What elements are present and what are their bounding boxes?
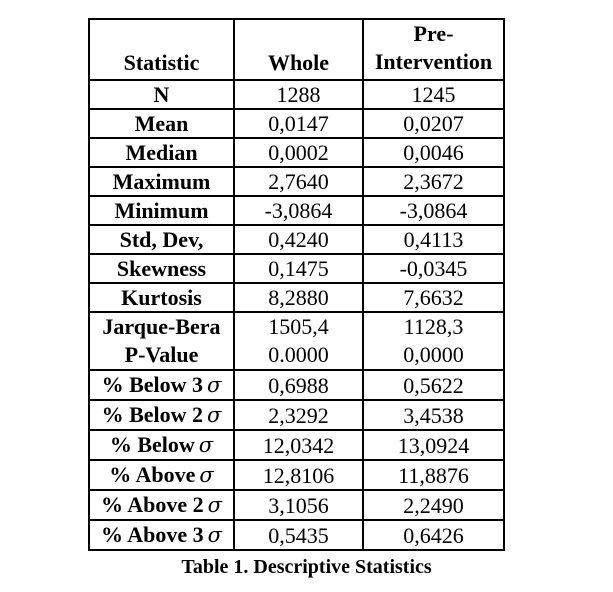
p-value-pre: 0,0000 (403, 342, 464, 367)
cell-pre: -0,0345 (362, 253, 505, 284)
jarque-bera-whole: 1505,4 (268, 314, 329, 339)
row-label-text: % Above 2 (100, 492, 204, 517)
cell-pre: 13,0924 (362, 429, 505, 461)
cell-pre: 0,0046 (362, 137, 505, 168)
row-label: Mean (88, 108, 235, 139)
table-row-pct-above-sigma: % Above σ 12,8106 11,8876 (88, 459, 505, 491)
cell-pre: 0,6426 (362, 519, 505, 551)
cell-whole: 0,6988 (233, 369, 364, 401)
table-row-kurtosis: Kurtosis 8,2880 7,6632 (88, 282, 505, 313)
cell-pre: 7,6632 (362, 282, 505, 313)
sigma-symbol: σ (199, 463, 214, 487)
cell-pre: 0,0207 (362, 108, 505, 139)
cell-whole: 2,7640 (233, 166, 364, 197)
table-row-maximum: Maximum 2,7640 2,3672 (88, 166, 505, 197)
row-label: Minimum (88, 195, 235, 226)
cell-pre: -3,0864 (362, 195, 505, 226)
jarque-bera-label: Jarque-Bera (102, 314, 221, 339)
cell-whole: -3,0864 (233, 195, 364, 226)
row-label-text: % Above (109, 462, 196, 487)
table-caption: Table 1. Descriptive Statistics (181, 556, 432, 578)
table-row-mean: Mean 0,0147 0,0207 (88, 108, 505, 139)
cell-whole: 12,0342 (233, 429, 364, 461)
header-statistic-label: Statistic (123, 50, 200, 75)
cell-pre: 2,3672 (362, 166, 505, 197)
p-value-whole: 0.0000 (268, 342, 329, 367)
row-label: % Below σ (88, 429, 235, 461)
header-pre-line2: Intervention (374, 49, 493, 74)
sigma-symbol: σ (207, 373, 222, 397)
row-label: Median (88, 137, 235, 168)
cell-pre: 2,2490 (362, 489, 505, 521)
sigma-symbol: σ (207, 493, 223, 517)
header-statistic: Statistic (88, 18, 235, 81)
cell-pre: 1245 (362, 79, 505, 110)
header-pre-line1: Pre- (413, 21, 454, 46)
table-row-n: N 1288 1245 (88, 79, 505, 110)
row-label: Std, Dev, (88, 224, 235, 255)
cell-whole: 0,1475 (233, 253, 364, 284)
table-row-skewness: Skewness 0,1475 -0,0345 (88, 253, 505, 284)
cell-whole: 12,8106 (233, 459, 364, 491)
header-whole: Whole (233, 18, 364, 81)
sigma-symbol: σ (207, 403, 222, 427)
row-label-text: % Below 3 (101, 372, 204, 397)
jarque-bera-pre: 1128,3 (403, 314, 464, 339)
cell-pre: 0,4113 (362, 224, 505, 255)
cell-whole: 0,0147 (233, 108, 364, 139)
cell-pre: 11,8876 (362, 459, 505, 491)
table-row-jarque-bera-pvalue: Jarque-Bera P-Value 1505,4 0.0000 1128,3… (88, 311, 505, 371)
cell-whole: 0,0002 (233, 137, 364, 168)
cell-pre: 1128,3 0,0000 (362, 311, 505, 371)
row-label: Skewness (88, 253, 235, 284)
cell-pre: 0,5622 (362, 369, 505, 401)
sigma-symbol: σ (207, 523, 223, 547)
row-label-text: % Below 2 (101, 402, 204, 427)
descriptive-statistics-table: Statistic Whole Pre- Intervention N 1288… (88, 18, 505, 551)
cell-whole: 1288 (233, 79, 364, 110)
row-label-text: % Above 3 (100, 522, 204, 547)
cell-whole: 2,3292 (233, 399, 364, 431)
row-label: % Above σ (88, 459, 235, 491)
sigma-symbol: σ (198, 433, 214, 457)
row-label: N (88, 79, 235, 110)
table-row-median: Median 0,0002 0,0046 (88, 137, 505, 168)
p-value-label: P-Value (124, 342, 199, 367)
row-label: Jarque-Bera P-Value (88, 311, 235, 371)
header-row: Statistic Whole Pre- Intervention (88, 18, 505, 81)
header-whole-label: Whole (267, 50, 330, 75)
cell-whole: 8,2880 (233, 282, 364, 313)
table-row-pct-below-sigma: % Below σ 12,0342 13,0924 (88, 429, 505, 461)
cell-pre: 3,4538 (362, 399, 505, 431)
row-label: Kurtosis (88, 282, 235, 313)
cell-whole: 0,5435 (233, 519, 364, 551)
cell-whole: 3,1056 (233, 489, 364, 521)
table-row-std-dev: Std, Dev, 0,4240 0,4113 (88, 224, 505, 255)
row-label: Maximum (88, 166, 235, 197)
cell-whole: 1505,4 0.0000 (233, 311, 364, 371)
cell-whole: 0,4240 (233, 224, 364, 255)
table-row-minimum: Minimum -3,0864 -3,0864 (88, 195, 505, 226)
row-label-text: % Below (109, 432, 195, 457)
header-pre-intervention: Pre- Intervention (362, 18, 505, 81)
